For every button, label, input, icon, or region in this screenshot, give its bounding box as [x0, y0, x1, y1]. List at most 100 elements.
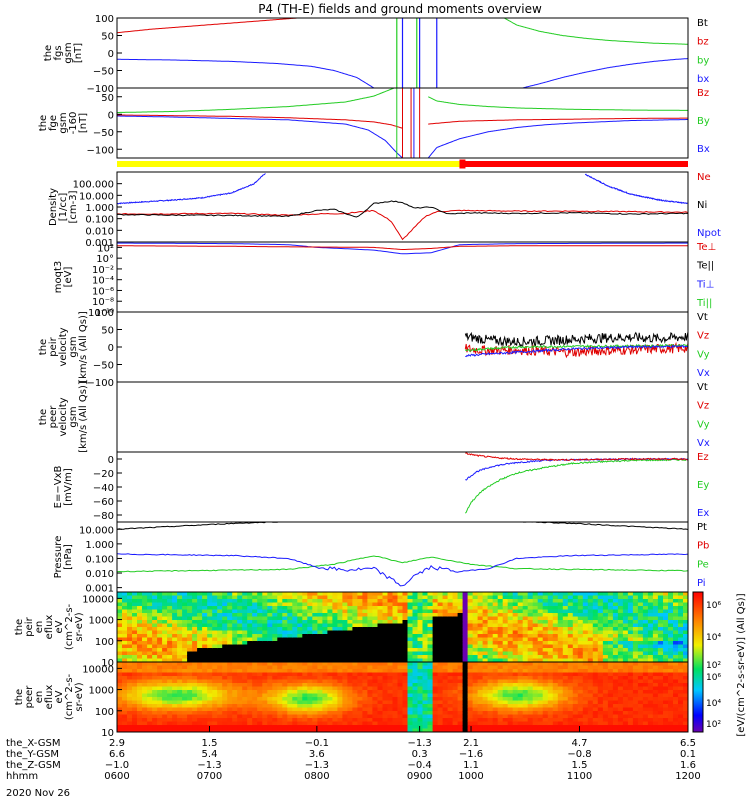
peer_en-cell	[202, 686, 208, 691]
peir_en-cell	[332, 602, 338, 607]
peir_en-cell	[312, 606, 318, 611]
peer_en-cell	[562, 721, 569, 726]
peer_en-cell	[232, 707, 238, 712]
peer_en-cell	[382, 690, 389, 695]
density-ytick-label: 100.000	[73, 180, 114, 191]
peer_en-cell	[487, 707, 494, 712]
peir_en-cell	[362, 637, 368, 642]
peer_en-cell	[317, 707, 323, 712]
peir_en-cell	[492, 658, 499, 662]
peir_en-cell	[497, 655, 504, 660]
peer_en-cell	[663, 683, 669, 688]
peer_en-cell	[492, 704, 499, 709]
peer_en-cell	[272, 690, 278, 695]
peir_en-cell	[222, 599, 228, 604]
peir_en-cell	[282, 592, 288, 597]
peer_en-cell	[462, 683, 469, 688]
peir_en-cell	[462, 602, 469, 607]
peir_en-cell	[182, 602, 188, 607]
peir_en-cell	[262, 599, 268, 604]
peir_en-cell	[252, 606, 258, 611]
peir_en-cell	[407, 630, 414, 635]
peer_en-cell	[577, 728, 584, 732]
peir_en-cell	[312, 655, 318, 660]
peir_en-cell	[352, 655, 358, 660]
peer_en-cell	[302, 676, 308, 681]
peir_en-cell	[522, 599, 529, 604]
peir_en-cell	[252, 637, 258, 642]
peir_en-cell	[417, 637, 424, 642]
peir_en-cell	[367, 641, 373, 646]
peir_en-cell	[402, 637, 409, 642]
peer_en-cell	[327, 669, 333, 674]
peir_en-cell	[262, 613, 268, 618]
peer_en-cell	[517, 704, 524, 709]
peir_en-cell	[342, 602, 348, 607]
peer_en-cell	[267, 693, 273, 698]
peir_en-cell	[227, 606, 233, 611]
peir_en-cell	[627, 634, 634, 639]
peer_en-cell	[127, 728, 133, 732]
peir_en-cell	[167, 592, 173, 597]
peer_en-cell	[317, 721, 323, 726]
peir_en-cell	[297, 655, 303, 660]
peer_en-cell	[292, 693, 298, 698]
peer_en-cell	[342, 690, 348, 695]
peir_en-cell	[392, 599, 399, 604]
peer_en-cell	[262, 697, 268, 702]
peer_en-cell	[152, 683, 158, 688]
peir_en-cell	[217, 658, 223, 662]
peir_en-cell	[627, 641, 634, 646]
peer_en-cell	[527, 686, 534, 691]
peer_en-cell	[137, 711, 143, 716]
peer_en-cell	[192, 707, 198, 712]
peir_en-cell	[522, 630, 529, 635]
peir_en-cell	[663, 627, 669, 632]
peer_en-cell	[372, 669, 378, 674]
peir_en-cell	[237, 595, 243, 600]
peir_en-cell	[202, 613, 208, 618]
xaxis-value: −0.1	[305, 738, 329, 749]
peer_en-cell	[547, 725, 554, 730]
peer_en-cell	[272, 728, 278, 732]
peer_en-cell	[267, 718, 273, 723]
peer_en-cell	[642, 669, 649, 674]
peer_en-cell	[277, 707, 283, 712]
peir_en-cell	[167, 658, 173, 662]
peer_en-cell	[327, 686, 333, 691]
peer_en-cell	[587, 728, 594, 732]
peir_en-cell	[437, 616, 444, 621]
peir_en-cell	[272, 609, 278, 614]
peer_en-cell	[532, 714, 539, 719]
peer_en-cell	[177, 728, 183, 732]
peir_en-cell	[357, 620, 363, 625]
peir_en-cell	[522, 644, 529, 649]
peer_en-cell	[372, 700, 378, 705]
peer_en-ylabel-line: eV	[54, 690, 65, 703]
peir_en-cell	[487, 599, 494, 604]
peer_en-cell	[252, 700, 258, 705]
peir_en-cell	[162, 655, 168, 660]
peir_en-cell	[347, 599, 353, 604]
peer_en-cell	[252, 676, 258, 681]
peir_en-cell	[457, 620, 464, 625]
peir_en-cell	[663, 637, 669, 642]
peir_en-cell	[302, 627, 308, 632]
peir_en-cell	[663, 609, 669, 614]
peir_en-cell	[357, 627, 363, 632]
peer_en-cell	[587, 683, 594, 688]
peir_en-cell	[307, 620, 313, 625]
peir_en-cell	[357, 634, 363, 639]
peir_en-cell	[652, 620, 659, 625]
peir_en-cell	[237, 644, 243, 649]
peer_en-cell	[172, 679, 178, 684]
peer_en-cell	[307, 665, 313, 670]
peer_en-cell	[322, 718, 328, 723]
peir_en-cell	[657, 627, 664, 632]
peir_en-cell	[167, 595, 173, 600]
peir_en-cell	[497, 651, 504, 656]
peir_en-cell	[482, 606, 489, 611]
peer_en-cell	[642, 662, 649, 667]
peir_en-cell	[122, 609, 128, 614]
peer_en-cell	[192, 700, 198, 705]
